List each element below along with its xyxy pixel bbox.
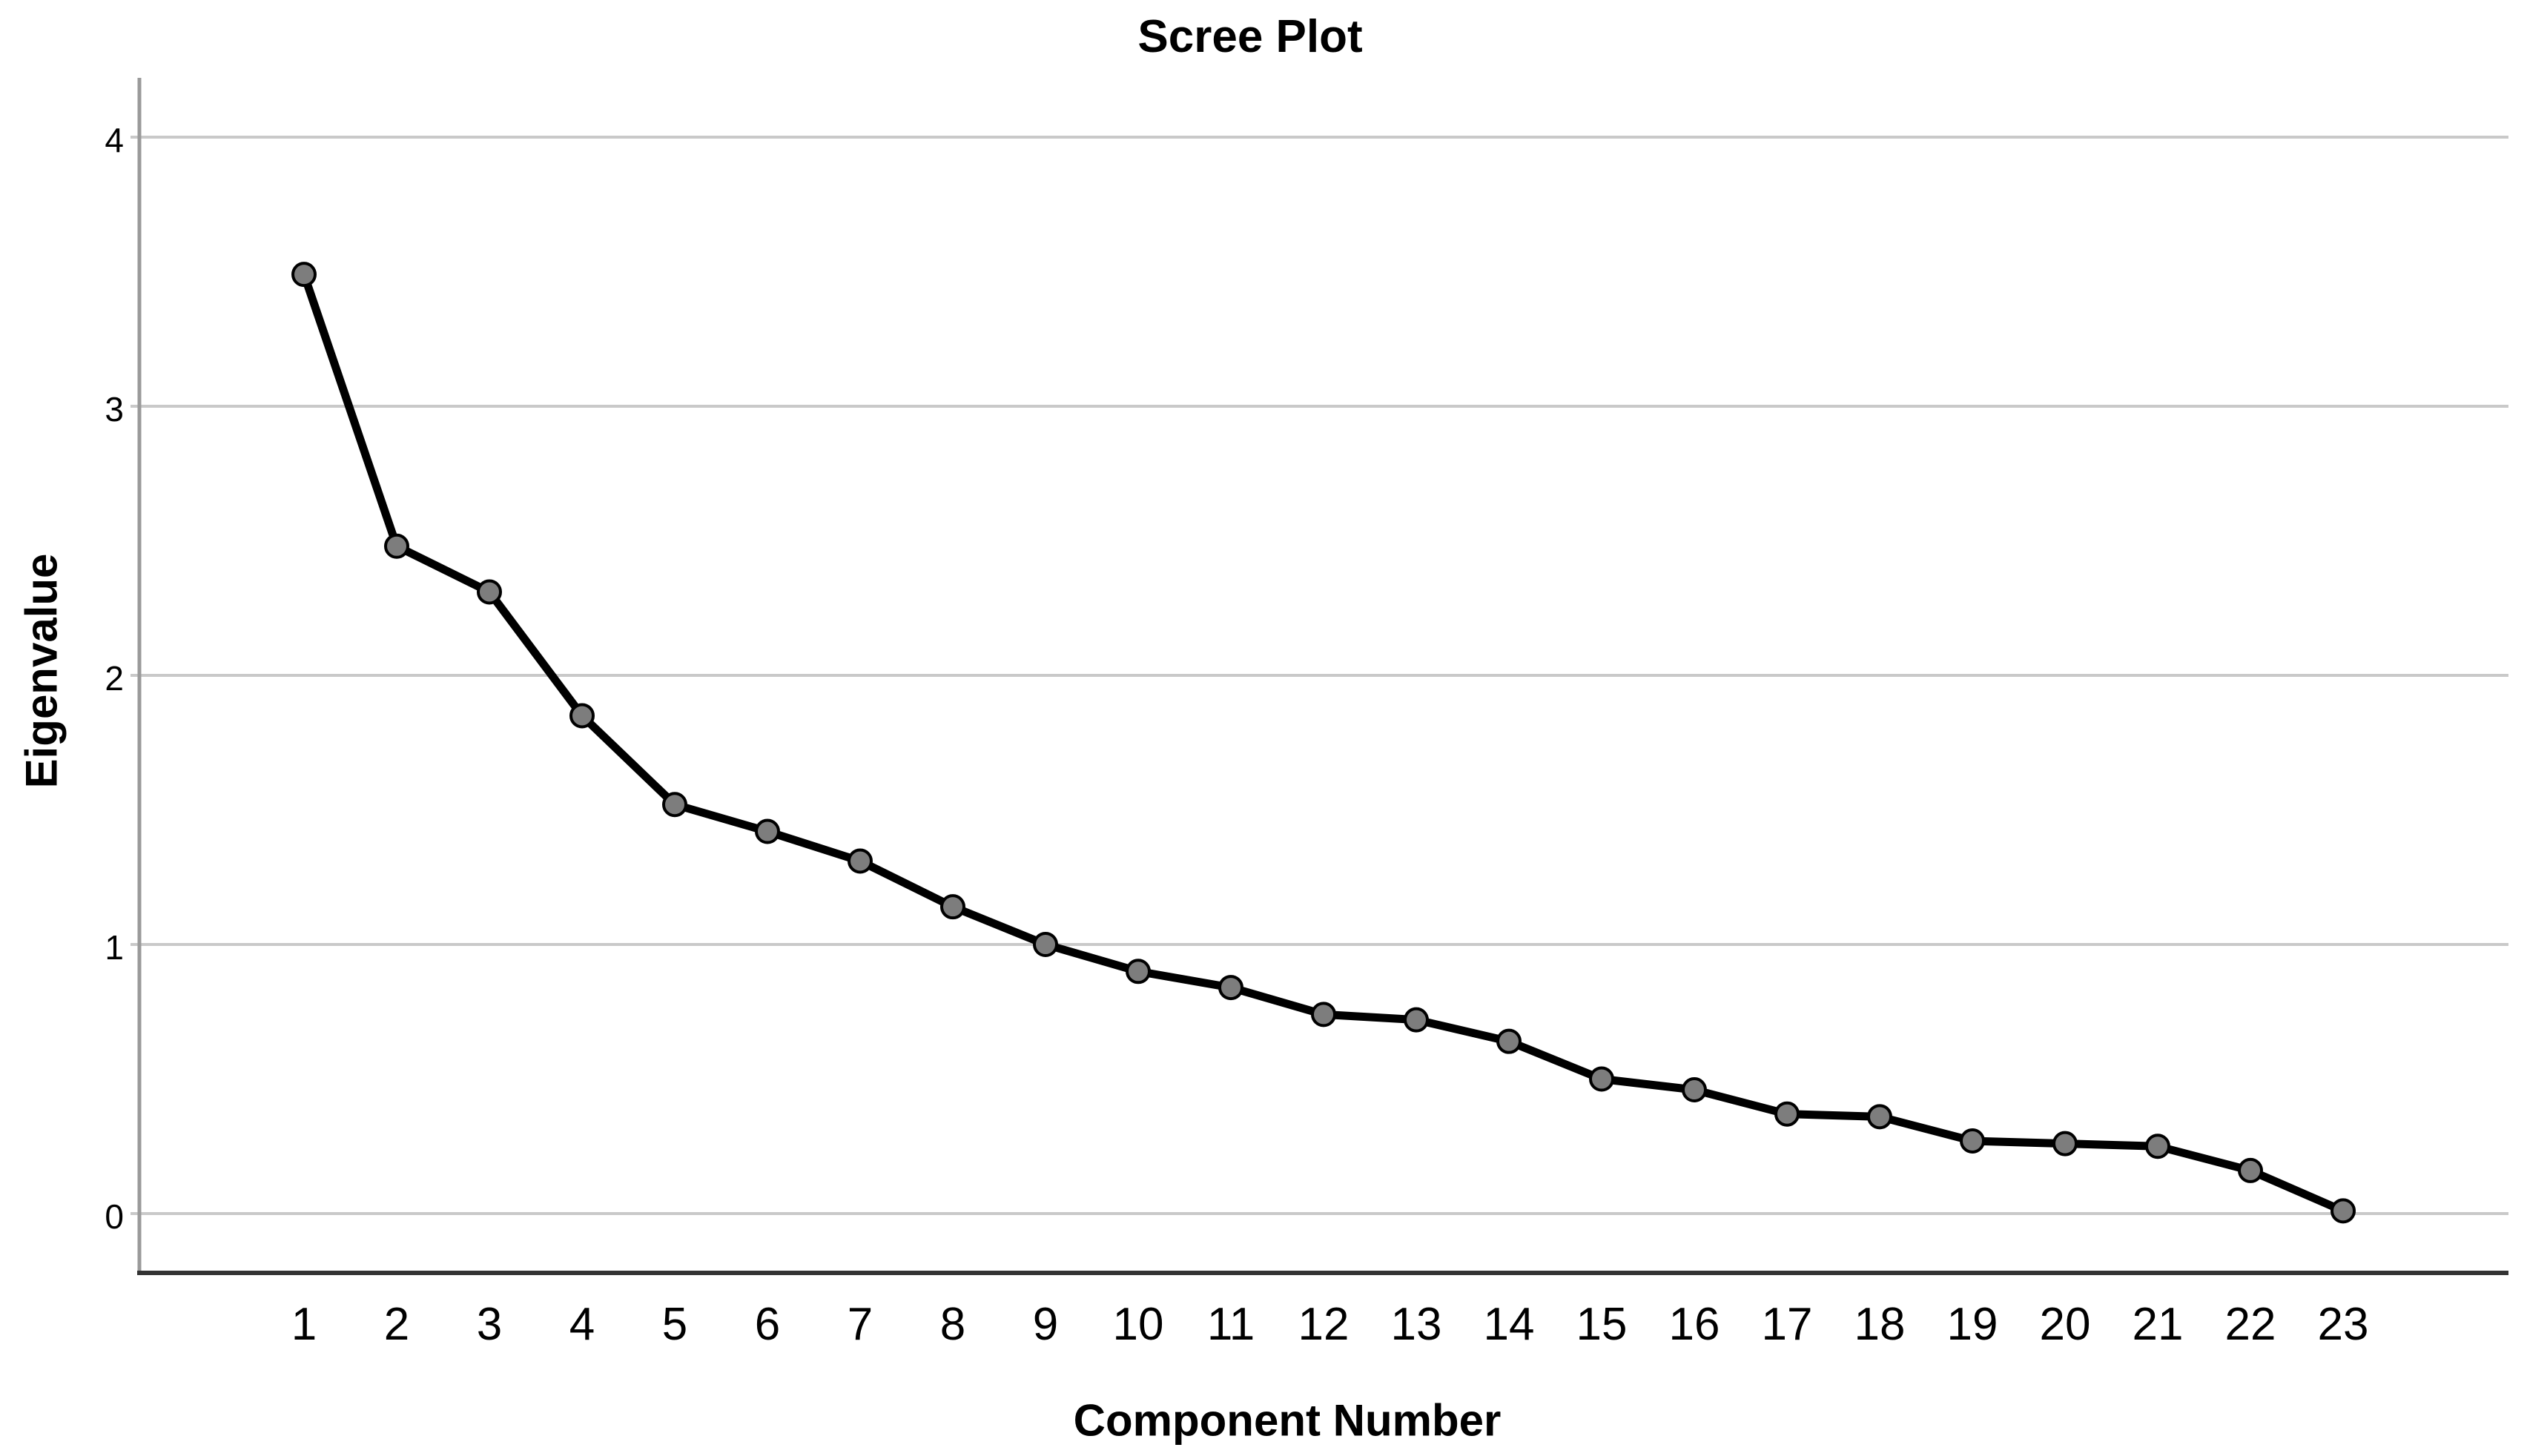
data-point-marker <box>1033 932 1058 957</box>
x-tick-label: 10 <box>1113 1299 1164 1350</box>
x-tick-label: 23 <box>2318 1299 2369 1350</box>
data-point-marker <box>1774 1101 1800 1127</box>
data-point-marker <box>1311 1002 1336 1028</box>
data-point-marker <box>2052 1131 2078 1156</box>
y-tick-label: 1 <box>105 928 124 967</box>
y-tick-label: 0 <box>105 1197 124 1236</box>
x-tick-label: 12 <box>1298 1299 1350 1350</box>
data-point-marker <box>940 894 965 920</box>
y-tick-label: 3 <box>105 390 124 428</box>
data-point-marker <box>755 818 780 844</box>
x-tick-label: 1 <box>291 1299 317 1350</box>
data-point-marker <box>2331 1198 2356 1224</box>
y-tick-label: 2 <box>105 659 124 698</box>
data-point-marker <box>1867 1104 1892 1130</box>
x-tick-label: 6 <box>755 1299 780 1350</box>
x-axis-title: Component Number <box>1073 1395 1502 1446</box>
x-tick-label: 8 <box>940 1299 965 1350</box>
x-tick-label: 15 <box>1576 1299 1628 1350</box>
x-tick-label: 13 <box>1391 1299 1442 1350</box>
scree-line <box>300 270 2348 1215</box>
data-point-marker <box>1496 1028 1522 1054</box>
data-point-marker <box>384 533 409 559</box>
x-tick-label: 9 <box>1033 1299 1058 1350</box>
data-point-marker <box>569 703 595 729</box>
x-tick-label: 3 <box>477 1299 502 1350</box>
x-tick-label: 2 <box>384 1299 409 1350</box>
data-point-marker <box>1960 1128 1985 1154</box>
x-tick-label: 5 <box>662 1299 687 1350</box>
data-point-marker <box>662 792 687 818</box>
x-tick-label: 7 <box>848 1299 873 1350</box>
chart-title: Scree Plot <box>1137 11 1363 62</box>
x-tick-label: 21 <box>2133 1299 2184 1350</box>
x-tick-label: 20 <box>2040 1299 2091 1350</box>
data-point-marker <box>1404 1007 1429 1033</box>
x-tick-label: 17 <box>1762 1299 1813 1350</box>
x-tick-label: 4 <box>569 1299 595 1350</box>
data-point-marker <box>2145 1134 2170 1159</box>
data-point-marker <box>477 579 502 605</box>
data-point-marker <box>2238 1157 2263 1183</box>
x-tick-label: 11 <box>1207 1299 1255 1350</box>
y-axis-title: Eigenvalue <box>16 553 67 789</box>
data-point-marker <box>1126 959 1151 985</box>
data-point-marker <box>291 262 317 288</box>
x-tick-label: 19 <box>1947 1299 1998 1350</box>
data-point-marker <box>1589 1066 1614 1092</box>
x-tick-label: 16 <box>1669 1299 1720 1350</box>
x-tick-label: 18 <box>1854 1299 1906 1350</box>
y-tick-label: 4 <box>105 121 124 159</box>
data-point-marker <box>1682 1077 1707 1103</box>
data-point-marker <box>848 848 873 874</box>
x-tick-label: 22 <box>2225 1299 2276 1350</box>
data-point-marker <box>1218 975 1243 1001</box>
x-tick-label: 14 <box>1484 1299 1535 1350</box>
